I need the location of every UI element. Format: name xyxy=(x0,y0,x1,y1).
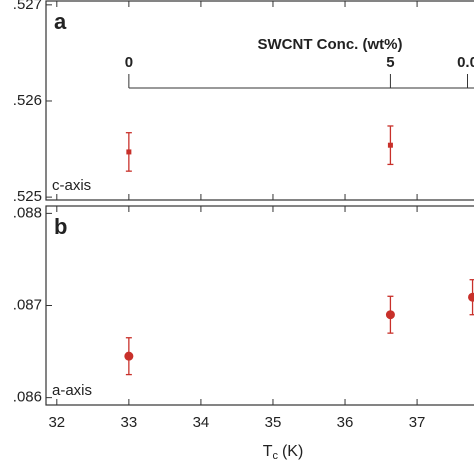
x-tick-label: 35 xyxy=(265,414,282,431)
panel-label: b xyxy=(54,214,67,239)
plot-frame xyxy=(45,0,474,201)
x-tick-label: 34 xyxy=(193,414,210,431)
annotation: a-axis xyxy=(52,382,92,399)
marker xyxy=(387,142,393,148)
annotation: c-axis xyxy=(52,177,91,194)
y-tick-label: .526 xyxy=(13,92,42,109)
marker xyxy=(124,351,134,361)
x-tick-label: 37 xyxy=(409,414,426,431)
top-axis-title: SWCNT Conc. (wt%) xyxy=(258,36,403,53)
top-axis-tick-label: 0.0 xyxy=(457,54,474,71)
plot-frame xyxy=(45,205,474,406)
x-tick-label: 33 xyxy=(121,414,138,431)
y-tick-label: .087 xyxy=(13,296,42,313)
panel-label: a xyxy=(54,9,67,34)
top-axis-tick-label: 0 xyxy=(125,54,133,71)
y-tick-label: .088 xyxy=(13,204,42,221)
top-axis-tick-label: 5 xyxy=(386,54,394,71)
y-tick-label: .086 xyxy=(13,389,42,406)
x-axis-label: Tc (K) xyxy=(263,443,304,462)
x-label-main: T xyxy=(263,443,273,460)
marker xyxy=(385,310,395,320)
x-label-unit: (K) xyxy=(282,443,303,460)
y-tick-label: .527 xyxy=(13,0,42,13)
marker xyxy=(126,149,132,155)
x-tick-label: 36 xyxy=(337,414,354,431)
y-tick-label: .525 xyxy=(13,188,42,205)
x-tick-label: 32 xyxy=(48,414,65,431)
x-label-sub: c xyxy=(272,450,278,462)
marker xyxy=(468,292,474,302)
